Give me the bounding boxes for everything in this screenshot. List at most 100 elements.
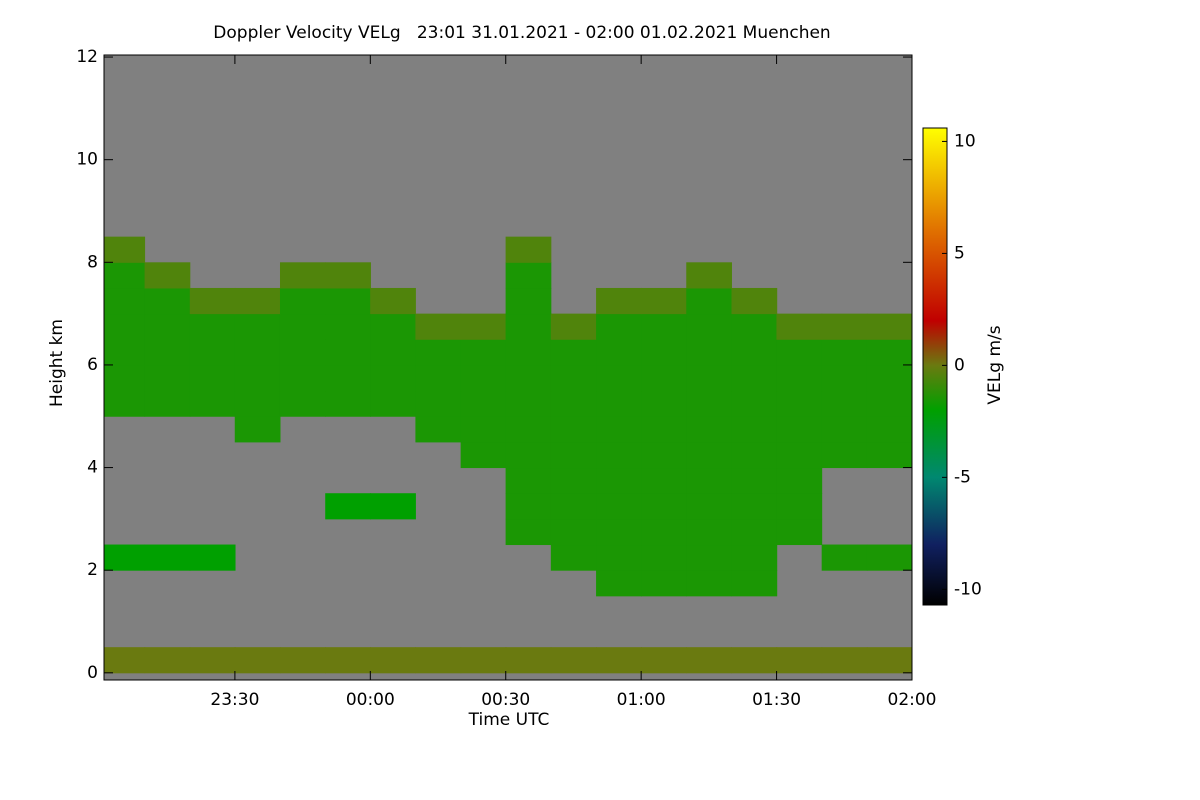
heat-cell (279, 364, 326, 392)
colorbar-tick-label: 10 (954, 131, 976, 151)
heat-cell (234, 287, 281, 315)
heat-cell (776, 339, 823, 366)
heat-cell (279, 339, 326, 366)
heat-cell (821, 339, 868, 366)
heat-cell (731, 441, 778, 469)
heat-cell (731, 570, 778, 597)
heat-cell (144, 262, 191, 289)
x-tick-label: 00:30 (481, 690, 530, 710)
heat-cell (505, 441, 552, 469)
heat-cell (641, 416, 687, 443)
heat-cell (641, 364, 687, 392)
heat-cell (370, 390, 416, 417)
heat-cell (460, 441, 507, 469)
x-tick-label: 23:30 (210, 690, 259, 710)
heat-cell (104, 287, 146, 315)
heat-cell (776, 364, 823, 392)
x-tick-label: 01:30 (752, 690, 801, 710)
heat-cell (550, 441, 597, 469)
heat-cell (460, 339, 507, 366)
heat-cell (460, 416, 507, 443)
heat-cell (776, 390, 823, 417)
heat-cell (641, 647, 687, 674)
heat-cell (686, 339, 732, 366)
heat-cell (550, 493, 597, 520)
heat-cell (596, 313, 642, 340)
heat-cell (104, 262, 146, 289)
heat-cell (505, 313, 552, 340)
heat-cell (686, 647, 732, 674)
heat-cell (234, 364, 281, 392)
heat-cell (686, 262, 732, 289)
heat-cell (686, 287, 732, 315)
heat-cell (596, 518, 642, 546)
heat-cell (686, 441, 732, 469)
heat-cell (104, 364, 146, 392)
x-axis-label: Time UTC (468, 710, 550, 730)
heat-cell (505, 287, 552, 315)
heat-cell (866, 390, 912, 417)
y-tick-label: 6 (87, 355, 98, 375)
heat-cell (415, 364, 462, 392)
colorbar (922, 127, 948, 606)
heat-cell (776, 416, 823, 443)
heat-cell (821, 313, 868, 340)
heat-cell (325, 262, 371, 289)
plot-frame (103, 54, 913, 681)
chart-title: Doppler Velocity VELg 23:01 31.01.2021 -… (213, 23, 830, 43)
heat-cell (866, 647, 912, 674)
heat-cell (415, 416, 462, 443)
heat-cell (279, 647, 326, 674)
heat-cell (641, 467, 687, 494)
heat-cell (731, 416, 778, 443)
heat-cell (234, 313, 281, 340)
y-tick-label: 0 (87, 663, 98, 683)
heat-cell (460, 313, 507, 340)
heat-cell (821, 441, 868, 469)
heat-cell (686, 416, 732, 443)
heat-cell (866, 364, 912, 392)
heat-cell (505, 493, 552, 520)
x-tick-label: 00:00 (346, 690, 395, 710)
heat-cell (104, 236, 146, 263)
heat-cell (189, 287, 236, 315)
heat-cell (505, 262, 552, 289)
heat-cell (505, 339, 552, 366)
heat-cell (776, 518, 823, 546)
heat-cell (686, 390, 732, 417)
heat-cell (550, 313, 597, 340)
heat-cell (596, 570, 642, 597)
heat-cell (686, 364, 732, 392)
heat-cell (776, 441, 823, 469)
heat-cell (866, 441, 912, 469)
colorbar-tick-label: 5 (954, 243, 965, 263)
heat-cell (686, 518, 732, 546)
heat-cell (821, 647, 868, 674)
heat-cell (104, 313, 146, 340)
heat-cell (866, 313, 912, 340)
heat-cell (596, 416, 642, 443)
heat-cell (731, 287, 778, 315)
heat-cell (821, 416, 868, 443)
heat-cell (505, 647, 552, 674)
heat-cell (641, 390, 687, 417)
heat-cell (505, 390, 552, 417)
heat-cell (325, 364, 371, 392)
y-tick-label: 8 (87, 252, 98, 272)
heat-cell (550, 364, 597, 392)
heat-cell (144, 364, 191, 392)
heat-cell (641, 570, 687, 597)
heat-cell (596, 390, 642, 417)
heat-cell (550, 518, 597, 546)
heat-cell (370, 364, 416, 392)
heat-cell (731, 518, 778, 546)
heat-cell (641, 544, 687, 571)
heat-cell (505, 236, 552, 263)
heat-cell (731, 467, 778, 494)
heat-cell (104, 339, 146, 366)
heat-cell (550, 467, 597, 494)
heat-cell (234, 339, 281, 366)
heat-cell (731, 364, 778, 392)
heat-cell (596, 647, 642, 674)
